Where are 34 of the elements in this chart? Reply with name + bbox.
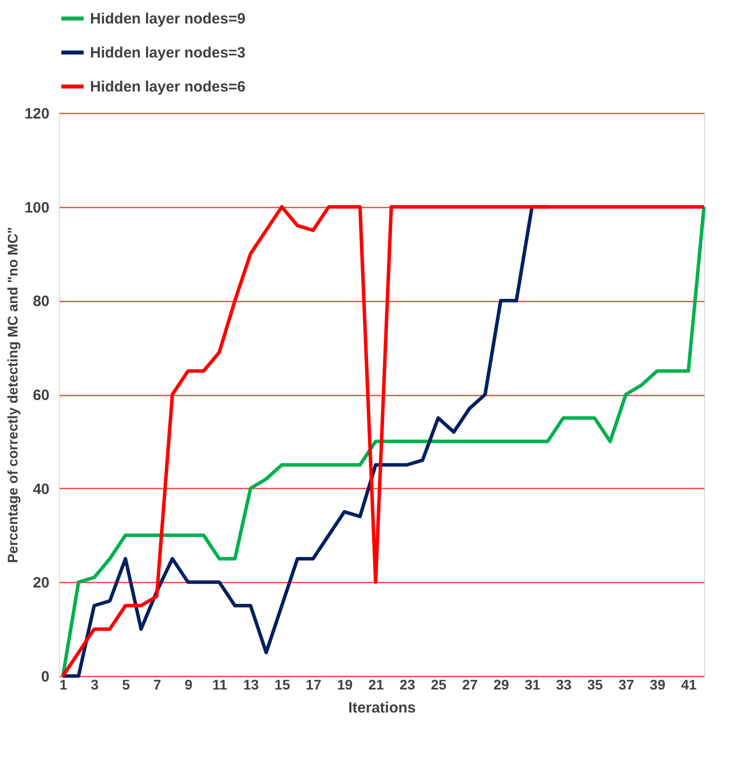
x-axis-title: Iterations bbox=[348, 700, 416, 716]
y-tick-label: 60 bbox=[32, 387, 50, 404]
x-tick-label: 19 bbox=[337, 676, 353, 692]
x-tick-label: 11 bbox=[212, 676, 228, 692]
x-tick-label: 37 bbox=[618, 676, 634, 692]
x-tick-label: 13 bbox=[243, 676, 260, 692]
y-tick-label: 20 bbox=[32, 574, 50, 592]
x-tick-label: 35 bbox=[587, 676, 604, 692]
y-tick-label: 80 bbox=[32, 293, 50, 310]
line-series bbox=[61, 205, 706, 678]
legend-label: Hidden layer nodes=6 bbox=[90, 78, 246, 96]
x-tick-label: 33 bbox=[556, 676, 572, 692]
y-axis-title: Percentage of correctly detecting MC and "no MC" bbox=[4, 226, 20, 564]
x-tick-label: 41 bbox=[681, 676, 697, 692]
y-tick-label: 120 bbox=[24, 106, 50, 122]
x-tick-label: 25 bbox=[430, 676, 447, 692]
x-tick-label: 17 bbox=[306, 676, 322, 692]
x-tick-label: 9 bbox=[184, 676, 193, 692]
legend-label: Hidden layer nodes=3 bbox=[90, 44, 246, 62]
y-tick-label: 0 bbox=[41, 668, 50, 686]
x-tick-label: 39 bbox=[650, 676, 666, 692]
x-tick-label: 21 bbox=[368, 676, 384, 692]
x-tick-label: 5 bbox=[122, 676, 130, 692]
y-tick-label: 40 bbox=[32, 480, 50, 498]
x-tick-label: 15 bbox=[274, 676, 290, 692]
x-tick-label: 1 bbox=[60, 676, 68, 692]
y-tick-label: 100 bbox=[24, 199, 50, 216]
legend-label: Hidden layer nodes=9 bbox=[90, 10, 246, 28]
x-tick-label: 3 bbox=[90, 676, 99, 692]
x-tick-label: 23 bbox=[400, 676, 416, 692]
x-tick-label: 29 bbox=[493, 676, 510, 692]
x-tick-label: 27 bbox=[462, 676, 478, 692]
x-tick-label: 31 bbox=[524, 676, 540, 692]
x-tick-label: 7 bbox=[153, 676, 162, 692]
